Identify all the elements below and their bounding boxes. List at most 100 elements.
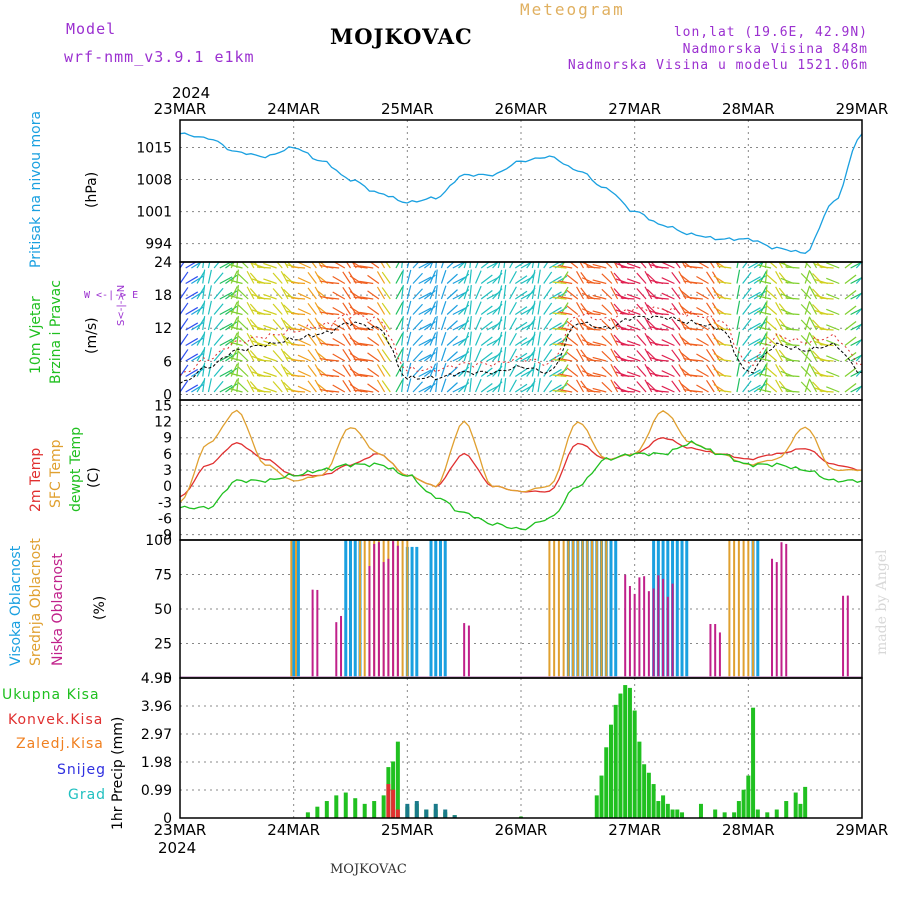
wind-barb xyxy=(549,306,562,316)
wind-barb xyxy=(213,365,224,377)
wind-barb xyxy=(307,271,317,284)
wind-barb xyxy=(610,317,619,331)
y-tick-label: 15 xyxy=(154,398,172,414)
wind-barb xyxy=(284,262,289,269)
date-label-top: 23MAR xyxy=(154,100,207,118)
wind-barb xyxy=(435,262,437,269)
wind-barb xyxy=(826,262,840,269)
wind-barb xyxy=(785,359,800,362)
wind-barb xyxy=(180,380,189,393)
wind-barb xyxy=(765,304,778,315)
cloud-mid-bar xyxy=(290,540,293,678)
wind-barb xyxy=(696,322,709,331)
wind-barb xyxy=(688,312,703,316)
precip-total-bar xyxy=(362,803,367,818)
wind-barb xyxy=(291,359,306,362)
t2m-series-line xyxy=(179,437,863,498)
wind-barb xyxy=(225,262,235,269)
wind-barb xyxy=(332,368,346,378)
wind-barb xyxy=(586,328,601,331)
wind-barb xyxy=(207,362,212,377)
y-tick-label: 1.98 xyxy=(141,755,172,771)
wind-barb xyxy=(706,333,715,346)
wind-barb xyxy=(291,266,306,269)
wind-barb xyxy=(537,347,541,362)
cloud-mid-bar xyxy=(572,540,575,678)
wind-barb xyxy=(503,300,507,315)
cloud-high-bar xyxy=(675,540,679,678)
precip-total-bar xyxy=(665,803,670,818)
wind-barb xyxy=(647,262,653,269)
precip-total-bar xyxy=(793,792,798,818)
wind-barb xyxy=(272,288,283,300)
precip-total-bar xyxy=(741,789,746,818)
wind-barb xyxy=(576,348,585,362)
wind-barb xyxy=(620,390,635,393)
wind-barb xyxy=(654,266,669,269)
wind-barb xyxy=(342,379,352,393)
wind-barb xyxy=(280,348,289,362)
wind-barb xyxy=(185,275,199,285)
wind-barb xyxy=(855,276,862,284)
wind-barb xyxy=(219,384,233,393)
precip-total-bar xyxy=(381,795,386,818)
wind-barb xyxy=(804,316,811,331)
wind-barb xyxy=(736,262,739,269)
wind-barb xyxy=(353,281,368,285)
cloud-low-bar xyxy=(671,583,674,678)
wind-barb xyxy=(440,347,447,362)
y-tick-label: 6 xyxy=(163,354,172,370)
wind-barb xyxy=(661,292,675,300)
wind-barb xyxy=(626,371,641,378)
wind-barb xyxy=(213,318,224,331)
wind-barb xyxy=(256,328,271,331)
precip-conv-bar xyxy=(391,789,396,818)
wind-barb xyxy=(620,374,635,378)
wind-barb xyxy=(359,280,374,285)
wind-barb xyxy=(401,347,404,362)
wind-barb xyxy=(620,266,635,269)
wind-barb xyxy=(418,292,432,300)
cloud-high-bar xyxy=(344,540,348,678)
wind-barb xyxy=(576,286,585,300)
wind-barb xyxy=(706,271,715,284)
wind-barb xyxy=(180,271,189,284)
wind-barb xyxy=(406,269,412,284)
wind-barb xyxy=(401,378,404,393)
wind-barb xyxy=(446,351,458,362)
cloud-high-bar xyxy=(353,540,357,678)
wind-barb xyxy=(376,364,386,377)
wind-barb xyxy=(429,316,437,331)
wind-barb xyxy=(610,379,619,393)
wind-barb xyxy=(207,285,212,300)
wind-barb xyxy=(263,386,277,393)
wind-barb xyxy=(228,356,243,362)
date-label-top: 26MAR xyxy=(495,100,548,118)
wind-barb xyxy=(185,306,199,316)
wind-barb xyxy=(549,368,562,378)
wind-barb xyxy=(613,381,624,393)
wind-barb xyxy=(654,374,669,378)
wind-barbs xyxy=(180,262,862,393)
wind-barb xyxy=(696,353,709,362)
wind-barb xyxy=(435,269,438,284)
wind-barb xyxy=(297,370,311,378)
wind-barb xyxy=(804,301,811,315)
wind-barb xyxy=(406,362,412,377)
wind-barb xyxy=(592,356,607,362)
wind-barb xyxy=(280,301,289,315)
model-elevation: Nadmorska Visina u modelu 1521.06m xyxy=(567,58,868,73)
precip-total-bar xyxy=(627,687,632,818)
wind-barb xyxy=(381,364,391,377)
wind-barb xyxy=(180,302,189,315)
wind-barb xyxy=(661,277,675,285)
wind-barb xyxy=(307,349,317,362)
wind-barb xyxy=(367,290,380,300)
wind-barb xyxy=(688,265,703,269)
cloud-low-bar xyxy=(785,543,788,678)
wind-barb xyxy=(800,272,812,284)
wind-barb xyxy=(440,378,447,393)
wind-barb xyxy=(804,347,811,362)
wind-barb xyxy=(207,378,212,393)
wind-barb xyxy=(480,305,493,315)
